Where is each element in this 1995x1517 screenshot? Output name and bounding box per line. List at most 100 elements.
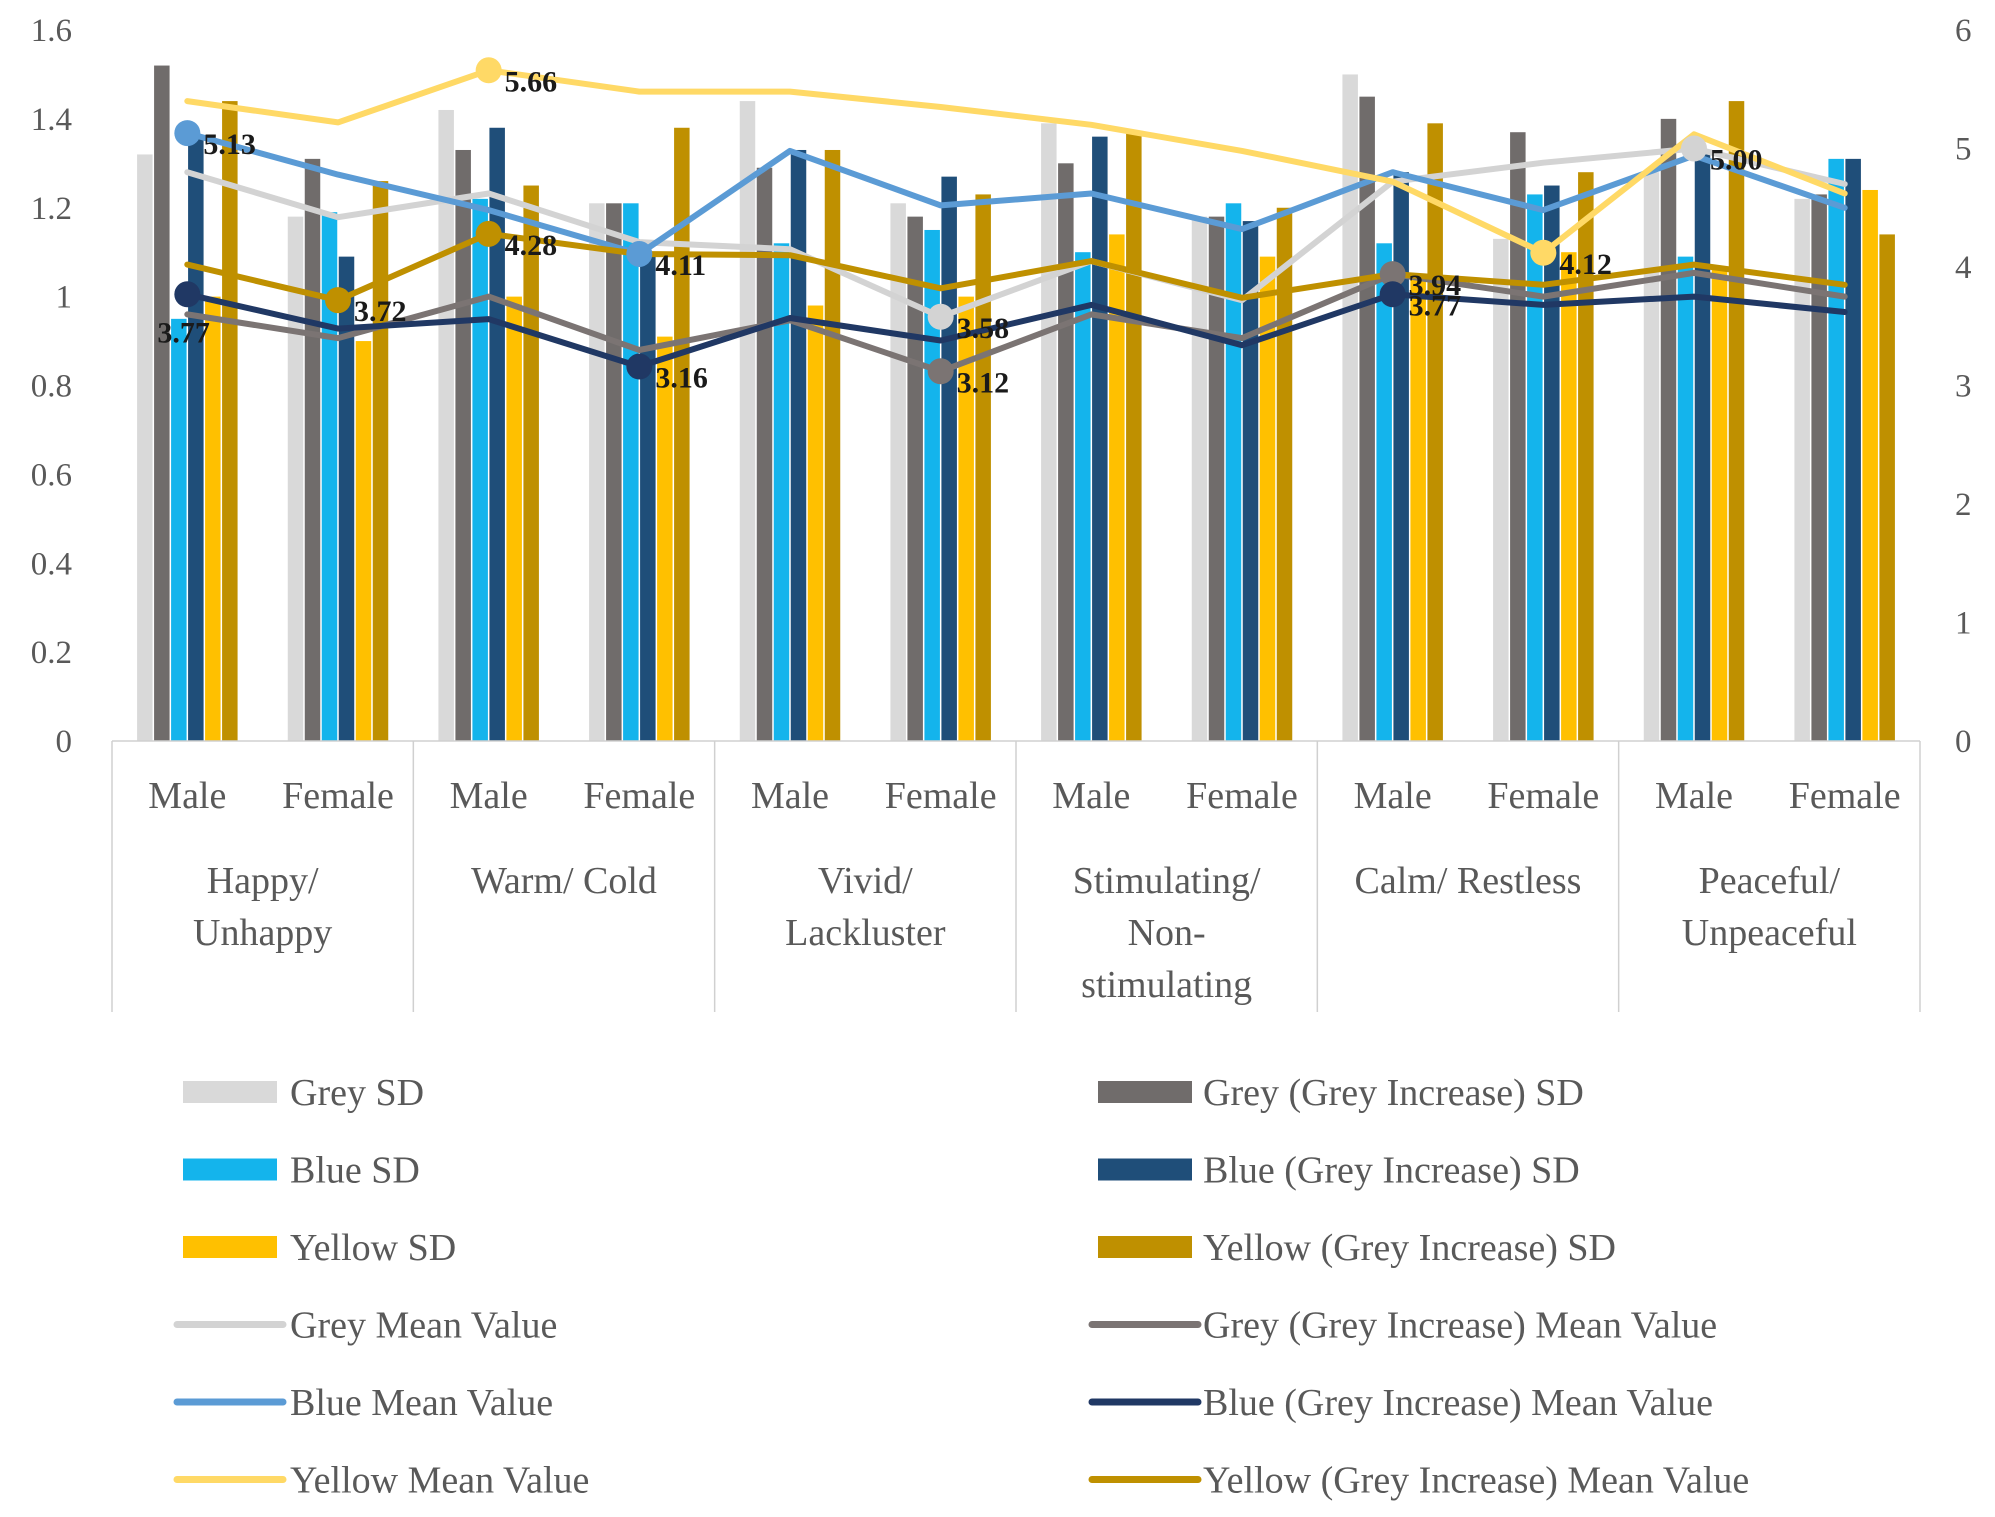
marker-grey-mean-value-5 [927,303,954,330]
x-group-label: Calm/ Restless [1355,860,1582,902]
bar-blue-grey-increase-sd-6 [1092,136,1108,741]
marker-grey-grey-increase-mean-value-5 [927,358,954,385]
data-label: 3.58 [957,312,1010,345]
bar-grey-grey-increase-sd-8 [1359,96,1375,741]
bar-yellow-grey-increase-sd-4 [824,149,841,741]
bar-blue-grey-increase-sd-0 [188,136,204,741]
x-tick-label: Female [282,775,394,817]
bar-blue-sd-5 [924,229,940,741]
x-tick-label: Female [885,775,997,817]
bar-grey-grey-increase-sd-1 [304,158,321,741]
bar-blue-sd-6 [1075,252,1091,741]
y-left-tick-label: 0.2 [31,635,72,671]
bar-yellow-sd-4 [807,305,824,741]
bar-yellow-sd-7 [1259,256,1276,741]
bar-grey-sd-11 [1794,198,1810,742]
bar-blue-grey-increase-sd-2 [489,127,505,741]
bar-yellow-grey-increase-sd-1 [372,181,389,741]
bar-yellow-sd-10 [1711,269,1728,741]
bar-blue-sd-7 [1225,203,1242,741]
legend-swatch-yellow-grey-increase-sd [1098,1236,1192,1258]
x-group-label: Stimulating/Non-stimulating [1073,860,1261,1006]
marker-yellow-grey-increase-mean-value-2 [475,220,502,247]
bar-yellow-grey-increase-sd-7 [1276,207,1293,741]
y-right-tick-label: 0 [1955,724,1972,760]
bar-blue-sd-11 [1828,158,1844,741]
bar-yellow-sd-0 [205,296,221,741]
bar-yellow-sd-11 [1862,189,1878,742]
y-left-tick-label: 1.2 [31,191,72,227]
x-tick-label: Male [1354,775,1432,817]
marker-blue-mean-value-3 [626,240,653,267]
x-tick-label: Male [751,775,829,817]
line-grey-mean-value [184,145,1848,320]
x-group-label: Peaceful/Unpeaceful [1682,860,1857,954]
bar-yellow-grey-increase-sd-5 [975,194,991,741]
lines-layer [184,67,1848,375]
marker-yellow-mean-value-9 [1530,239,1557,266]
bar-yellow-grey-increase-sd-11 [1879,234,1895,741]
y-right-tick-label: 3 [1955,369,1972,405]
bar-grey-grey-increase-sd-10 [1660,118,1677,741]
line-yellow-grey-increase-mean-value [184,230,1848,304]
x-tick-label: Female [1789,775,1901,817]
legend-swatch-blue-grey-increase-sd [1098,1158,1192,1181]
bar-grey-grey-increase-sd-6 [1058,163,1074,741]
data-label: 4.11 [655,249,706,282]
legend-label-yellow-grey-increase-sd: Yellow (Grey Increase) SD [1203,1227,1616,1269]
bar-grey-grey-increase-sd-4 [756,167,773,742]
data-label: 3.77 [1409,289,1462,322]
bar-blue-grey-increase-sd-7 [1242,221,1259,742]
bar-grey-grey-increase-sd-2 [455,149,471,741]
bar-blue-sd-0 [171,318,187,741]
y-right-tick-label: 6 [1955,13,1972,49]
bar-grey-sd-3 [589,203,605,741]
legend-swatch-grey-grey-increase-sd [1098,1081,1192,1103]
bar-yellow-grey-increase-sd-0 [222,101,238,742]
data-label: 3.94 [1409,269,1462,302]
bar-yellow-sd-3 [657,336,673,741]
bar-grey-grey-increase-sd-0 [154,65,170,742]
x-group-label-line: Happy/ [207,860,319,902]
y-left-tick-label: 1.4 [31,102,72,138]
bar-blue-grey-increase-sd-9 [1544,185,1560,741]
legend-label-yellow-mean-value: Yellow Mean Value [290,1460,589,1502]
data-labels-layer: 5.13 3.77 3.72 5.66 4.28 4.11 3.16 3.58 3.12 3.94… [157,57,1763,399]
legend-label-grey-sd: Grey SD [290,1072,424,1114]
x-tick-label: Male [1655,775,1733,817]
bar-yellow-grey-increase-sd-9 [1578,172,1594,741]
legend-label-blue-sd: Blue SD [290,1150,420,1192]
bar-grey-sd-9 [1493,238,1509,741]
line-blue-grey-increase-mean-value [184,291,1848,370]
x-group-label-line: Stimulating/ [1073,860,1261,902]
x-group-label: Happy/Unhappy [193,860,332,954]
x-group-label-line: Vivid/ [818,860,913,902]
data-label: 4.28 [505,229,557,262]
bar-grey-sd-7 [1191,216,1208,741]
bar-grey-sd-1 [287,216,304,741]
bar-grey-sd-5 [890,203,906,741]
x-group-label: Warm/ Cold [471,860,657,902]
bar-blue-sd-1 [321,212,338,742]
x-group-label: Vivid/Lackluster [785,860,946,954]
bar-blue-sd-2 [472,198,488,742]
legend-label-grey-grey-increase-sd: Grey (Grey Increase) SD [1203,1072,1584,1114]
x-group-label-line: stimulating [1081,964,1252,1006]
bar-grey-grey-increase-sd-3 [606,203,622,741]
bar-yellow-grey-increase-sd-8 [1427,123,1443,742]
x-tick-label: Male [148,775,226,817]
bar-yellow-grey-increase-sd-10 [1728,101,1745,742]
bar-yellow-sd-2 [506,296,522,741]
y-right-tick-label: 2 [1955,487,1972,523]
data-label: 5.00 [1710,144,1763,177]
legend-label-blue-grey-increase-mean-value: Blue (Grey Increase) Mean Value [1203,1382,1713,1424]
x-group-label-line: Non- [1128,912,1206,954]
legend-label-yellow-sd: Yellow SD [290,1227,456,1269]
bar-blue-grey-increase-sd-11 [1845,158,1861,741]
legend-label-grey-mean-value: Grey Mean Value [290,1305,557,1347]
line-yellow-mean-value [184,67,1848,256]
x-tick-label: Female [583,775,695,817]
x-tick-label: Female [1186,775,1298,817]
bar-blue-grey-increase-sd-4 [790,149,807,741]
